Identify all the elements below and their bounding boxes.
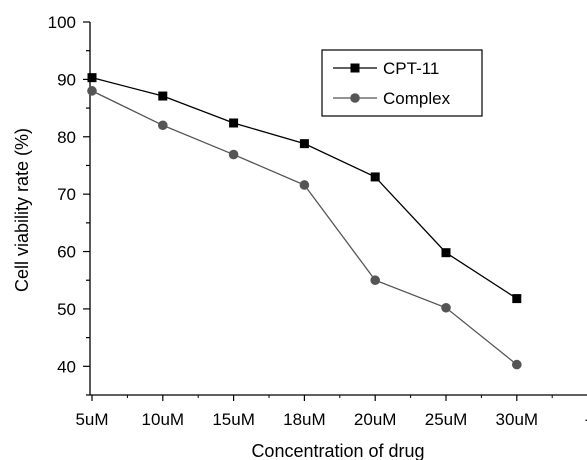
legend-label: CPT-11 — [383, 59, 439, 78]
data-point — [87, 86, 97, 96]
y-tick-label: 90 — [57, 70, 76, 89]
y-tick-label: 40 — [57, 357, 76, 376]
x-tick-label: 15uM — [212, 410, 255, 429]
y-axis-title: Cell viability rate (%) — [12, 128, 32, 292]
data-point — [512, 294, 522, 304]
x-tick-label: 10uM — [142, 410, 185, 429]
legend: CPT-11 Complex — [321, 49, 483, 117]
data-point — [370, 275, 381, 286]
axes — [89, 22, 587, 396]
legend-item: CPT-11 — [333, 59, 439, 78]
data-point — [441, 248, 451, 258]
legend-box — [321, 49, 483, 117]
y-tick-label: 80 — [57, 128, 76, 147]
y-axis-ticks: 40 50 60 70 80 90 100 — [48, 13, 90, 396]
legend-marker — [350, 93, 360, 103]
x-tick-label: 5uM — [75, 410, 108, 429]
series-cpt-11 — [87, 73, 522, 304]
legend-label: Complex — [383, 89, 451, 108]
data-point — [229, 118, 239, 128]
series-complex — [87, 86, 522, 370]
x-axis-title: Concentration of drug — [251, 441, 424, 460]
data-point — [370, 172, 380, 182]
data-point — [158, 120, 168, 131]
legend-items: CPT-11 Complex — [333, 59, 451, 108]
data-point — [299, 139, 309, 149]
data-point — [158, 91, 168, 101]
y-tick-label: 100 — [48, 13, 76, 32]
x-axis-ticks: 5uM 10uM 15uM 18uM 20uM 25uM 30uM - — [75, 395, 587, 429]
series-line — [91, 90, 518, 366]
legend-marker — [350, 63, 360, 73]
legend-item: Complex — [333, 89, 451, 108]
x-tick-label: - — [585, 410, 587, 429]
x-tick-label: 20uM — [354, 410, 397, 429]
data-point — [441, 302, 451, 313]
x-tick-label: 25uM — [425, 410, 468, 429]
x-tick-label: 30uM — [496, 410, 539, 429]
data-point — [299, 180, 310, 190]
data-point — [87, 73, 97, 83]
x-tick-label: 18uM — [283, 410, 326, 429]
y-tick-label: 70 — [57, 185, 76, 204]
data-point — [512, 359, 522, 370]
series-layer — [87, 73, 522, 370]
data-point — [228, 149, 239, 160]
y-tick-label: 50 — [57, 300, 76, 319]
y-tick-label: 60 — [57, 243, 76, 262]
